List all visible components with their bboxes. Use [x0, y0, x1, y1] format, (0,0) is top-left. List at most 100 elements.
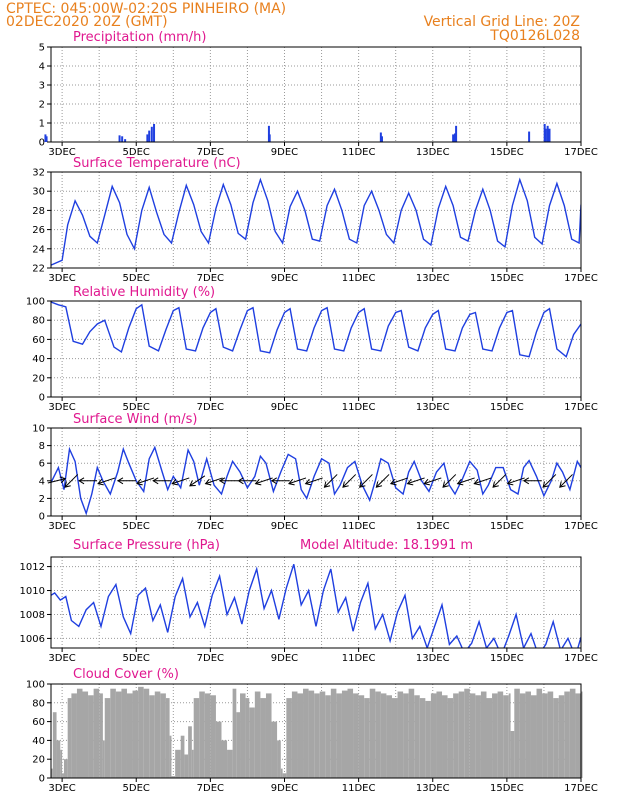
cloud-bar: [341, 690, 348, 778]
y-tick-label: 32: [32, 168, 45, 179]
cloud-bar: [419, 698, 426, 778]
precip-frame: [50, 46, 582, 143]
cloud-bar: [475, 695, 481, 778]
cloud-bar: [447, 698, 454, 778]
wind-arrow-shaft: [64, 474, 79, 488]
cloud-bar: [227, 749, 233, 778]
wind-arrow-shaft: [205, 477, 223, 485]
x-tick-label: 7DEC: [197, 783, 224, 794]
cloud-bar: [530, 695, 537, 778]
x-tick-label: 15DEC: [490, 783, 524, 794]
y-tick-label: 4: [39, 476, 45, 487]
cloud-bar: [265, 693, 272, 778]
y-tick-label: 60: [32, 335, 45, 346]
cloud-bar: [453, 693, 459, 778]
pressure-grid: [51, 557, 581, 648]
wind-arrow-shaft: [474, 477, 492, 485]
y-tick-label: 28: [32, 206, 45, 217]
wind-arrow-head: [204, 478, 212, 486]
precip-grid: [51, 47, 581, 142]
cloud-bar: [199, 691, 205, 778]
cloud-bar: [581, 691, 583, 778]
cloud-bar: [425, 700, 431, 778]
wind-arrow-shaft: [172, 477, 190, 485]
precip-bars: [44, 123, 551, 142]
y-tick-label: 0: [39, 138, 45, 149]
precip-bar: [44, 134, 47, 142]
cloud-bar: [391, 698, 398, 778]
wind-arrow-shaft: [424, 477, 442, 485]
y-tick-label: 80: [32, 698, 45, 709]
cloud-bar: [480, 691, 487, 778]
cloud-bar: [486, 698, 493, 778]
wind-arrow-shaft: [305, 477, 323, 485]
cloud-bar: [575, 693, 581, 778]
y-tick-label: 24: [32, 244, 45, 255]
cloud-bar: [375, 691, 381, 778]
cloud-bar: [536, 688, 543, 778]
panel-humidity: Relative Humidity (%) 0 20 40 60 80 100 3DEC 5DE…: [26, 285, 598, 413]
cloud-bar: [154, 691, 161, 778]
cloud-bar: [149, 695, 155, 778]
wind-arrow-head: [237, 477, 244, 485]
pressure-title: Surface Pressure (hPa): [73, 538, 220, 553]
cloud-bar: [297, 693, 304, 778]
x-tick-label: 9DEC: [271, 402, 298, 413]
pressure-line: [51, 563, 581, 648]
cloud-bar: [215, 721, 222, 778]
humidity-grid: [51, 301, 581, 397]
wind-arrow-head: [97, 478, 104, 486]
y-tick-label: 20: [32, 373, 45, 384]
cloud-bar: [254, 691, 261, 778]
x-tick-label: 9DEC: [271, 653, 298, 664]
cloud-bar: [303, 688, 309, 778]
precip-bar: [379, 132, 382, 142]
x-tick-label: 3DEC: [48, 653, 75, 664]
x-tick-label: 9DEC: [271, 147, 298, 158]
temperature-title: Surface Temperature (nC): [73, 156, 241, 171]
cloud-bar: [62, 773, 64, 778]
cloud-bar: [514, 688, 520, 778]
cloud-bar: [469, 693, 476, 778]
wind-arrow-shaft: [492, 474, 507, 488]
panel-precip: Precipitation (mm/h) 0 1 2 3 4 5 3DEC 5DEC 7DEC 9D…: [39, 30, 598, 158]
cloud-bar: [99, 693, 103, 778]
wind-arrow-shaft: [255, 477, 273, 485]
wind-arrow-head: [506, 478, 514, 486]
wind-arrow-head: [473, 478, 481, 486]
wind-title: Surface Wind (m/s): [73, 412, 197, 427]
cloud-bar: [458, 691, 465, 778]
cloud-bar: [542, 693, 548, 778]
cloud-bar: [138, 686, 144, 778]
wind-frame: [50, 427, 582, 517]
y-tick-label: 0: [39, 393, 45, 404]
pressure-frame: [50, 556, 582, 649]
y-tick-label: 1010: [20, 586, 45, 597]
model-altitude: Model Altitude: 18.1991 m: [300, 538, 473, 553]
y-tick-label: 1012: [20, 562, 45, 573]
wind-arrow-shaft: [324, 474, 338, 488]
cloud-bar: [364, 698, 370, 778]
precip-bar: [121, 136, 124, 142]
wind-arrow-head: [117, 477, 124, 485]
wind-arrow-head: [64, 481, 71, 488]
wind-arrow-shaft: [507, 477, 525, 485]
y-tick-label: 3: [39, 81, 45, 92]
wind-arrow-shaft: [407, 477, 425, 485]
cloud-bar: [82, 691, 89, 778]
cloud-bar: [547, 691, 554, 778]
cloud-bar: [403, 693, 409, 778]
cloud-bar: [369, 688, 376, 778]
precip-bar: [546, 125, 549, 142]
x-tick-label: 5DEC: [123, 273, 150, 284]
x-tick-label: 7DEC: [197, 273, 224, 284]
cloud-bar: [184, 754, 189, 778]
cloud-bar: [260, 698, 266, 778]
x-tick-label: 3DEC: [48, 147, 75, 158]
x-tick-label: 17DEC: [564, 783, 598, 794]
wind-arrow-head: [342, 481, 349, 488]
cloud-bar: [436, 691, 443, 778]
x-tick-label: 15DEC: [490, 273, 524, 284]
cloud-bar: [353, 693, 359, 778]
cloud-bar: [193, 698, 200, 778]
